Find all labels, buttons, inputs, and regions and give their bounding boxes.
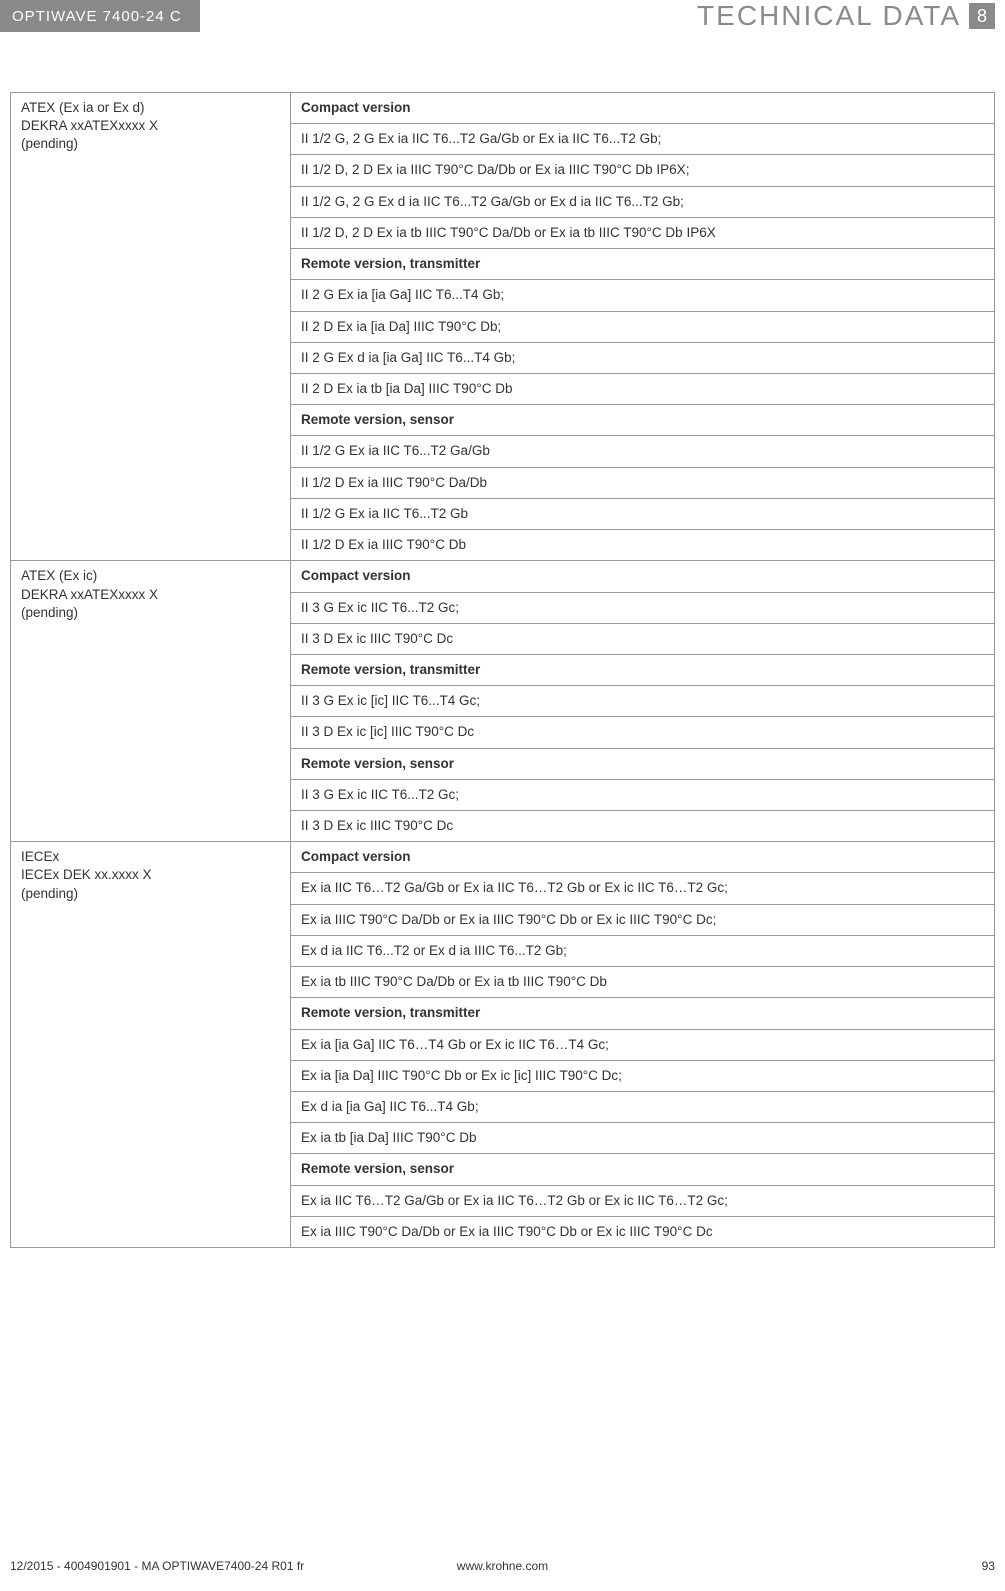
data-cell: II 3 G Ex ic IIC T6...T2 Gc; bbox=[291, 592, 995, 623]
data-cell: II 1/2 G, 2 G Ex d ia IIC T6...T2 Ga/Gb … bbox=[291, 186, 995, 217]
data-cell: II 3 D Ex ic IIIC T90°C Dc bbox=[291, 811, 995, 842]
data-cell: II 2 G Ex ia [ia Ga] IIC T6...T4 Gb; bbox=[291, 280, 995, 311]
data-cell: Ex ia [ia Da] IIIC T90°C Db or Ex ic [ic… bbox=[291, 1060, 995, 1091]
data-cell: II 3 D Ex ic [ic] IIIC T90°C Dc bbox=[291, 717, 995, 748]
section-heading-cell: Compact version bbox=[291, 561, 995, 592]
group-label-cell: ATEX (Ex ia or Ex d) DEKRA xxATEXxxxx X … bbox=[11, 93, 291, 561]
data-cell: II 1/2 G Ex ia IIC T6...T2 Ga/Gb bbox=[291, 436, 995, 467]
section-heading-cell: Remote version, sensor bbox=[291, 405, 995, 436]
table-row: IECEx IECEx DEK xx.xxxx X (pending)Compa… bbox=[11, 842, 995, 873]
data-cell: II 1/2 D Ex ia IIIC T90°C Da/Db bbox=[291, 467, 995, 498]
content-area: ATEX (Ex ia or Ex d) DEKRA xxATEXxxxx X … bbox=[0, 32, 1005, 1248]
section-heading-cell: Remote version, transmitter bbox=[291, 654, 995, 685]
data-cell: Ex ia tb [ia Da] IIIC T90°C Db bbox=[291, 1123, 995, 1154]
data-cell: Ex d ia [ia Ga] IIC T6...T4 Gb; bbox=[291, 1092, 995, 1123]
section-heading-cell: Remote version, transmitter bbox=[291, 249, 995, 280]
data-cell: II 3 G Ex ic [ic] IIC T6...T4 Gc; bbox=[291, 686, 995, 717]
data-cell: II 1/2 D Ex ia IIIC T90°C Db bbox=[291, 530, 995, 561]
group-label-cell: ATEX (Ex ic) DEKRA xxATEXxxxx X (pending… bbox=[11, 561, 291, 842]
header-right: TECHNICAL DATA 8 bbox=[200, 0, 1005, 32]
table-row: ATEX (Ex ia or Ex d) DEKRA xxATEXxxxx X … bbox=[11, 93, 995, 124]
footer-doc-info: 12/2015 - 4004901901 - MA OPTIWAVE7400-2… bbox=[10, 1559, 338, 1573]
technical-data-table: ATEX (Ex ia or Ex d) DEKRA xxATEXxxxx X … bbox=[10, 92, 995, 1248]
data-cell: Ex ia tb IIIC T90°C Da/Db or Ex ia tb II… bbox=[291, 967, 995, 998]
data-cell: II 3 D Ex ic IIIC T90°C Dc bbox=[291, 623, 995, 654]
data-cell: Ex ia IIC T6…T2 Ga/Gb or Ex ia IIC T6…T2… bbox=[291, 873, 995, 904]
section-heading-cell: Compact version bbox=[291, 842, 995, 873]
data-cell: Ex ia IIC T6…T2 Ga/Gb or Ex ia IIC T6…T2… bbox=[291, 1185, 995, 1216]
section-heading-cell: Remote version, transmitter bbox=[291, 998, 995, 1029]
footer-page-number: 93 bbox=[667, 1559, 995, 1573]
section-heading-cell: Remote version, sensor bbox=[291, 1154, 995, 1185]
data-cell: Ex d ia IIC T6...T2 or Ex d ia IIIC T6..… bbox=[291, 935, 995, 966]
data-cell: II 1/2 G Ex ia IIC T6...T2 Gb bbox=[291, 498, 995, 529]
data-cell: II 2 G Ex d ia [ia Ga] IIC T6...T4 Gb; bbox=[291, 342, 995, 373]
data-cell: II 2 D Ex ia tb [ia Da] IIIC T90°C Db bbox=[291, 373, 995, 404]
data-cell: II 1/2 D, 2 D Ex ia IIIC T90°C Da/Db or … bbox=[291, 155, 995, 186]
section-heading-cell: Compact version bbox=[291, 93, 995, 124]
header-chapter-badge: 8 bbox=[969, 3, 995, 29]
data-cell: II 2 D Ex ia [ia Da] IIIC T90°C Db; bbox=[291, 311, 995, 342]
page-footer: 12/2015 - 4004901901 - MA OPTIWAVE7400-2… bbox=[0, 1559, 1005, 1591]
data-cell: II 1/2 D, 2 D Ex ia tb IIIC T90°C Da/Db … bbox=[291, 217, 995, 248]
table-row: ATEX (Ex ic) DEKRA xxATEXxxxx X (pending… bbox=[11, 561, 995, 592]
header-bar: OPTIWAVE 7400-24 C TECHNICAL DATA 8 bbox=[0, 0, 1005, 32]
section-heading-cell: Remote version, sensor bbox=[291, 748, 995, 779]
data-cell: II 3 G Ex ic IIC T6...T2 Gc; bbox=[291, 779, 995, 810]
data-cell: Ex ia IIIC T90°C Da/Db or Ex ia IIIC T90… bbox=[291, 904, 995, 935]
data-cell: II 1/2 G, 2 G Ex ia IIC T6...T2 Ga/Gb or… bbox=[291, 124, 995, 155]
header-product-label: OPTIWAVE 7400-24 C bbox=[0, 0, 200, 32]
header-section-title: TECHNICAL DATA bbox=[697, 0, 961, 32]
data-cell: Ex ia IIIC T90°C Da/Db or Ex ia IIIC T90… bbox=[291, 1216, 995, 1247]
data-cell: Ex ia [ia Ga] IIC T6…T4 Gb or Ex ic IIC … bbox=[291, 1029, 995, 1060]
group-label-cell: IECEx IECEx DEK xx.xxxx X (pending) bbox=[11, 842, 291, 1248]
footer-url: www.krohne.com bbox=[338, 1559, 666, 1573]
